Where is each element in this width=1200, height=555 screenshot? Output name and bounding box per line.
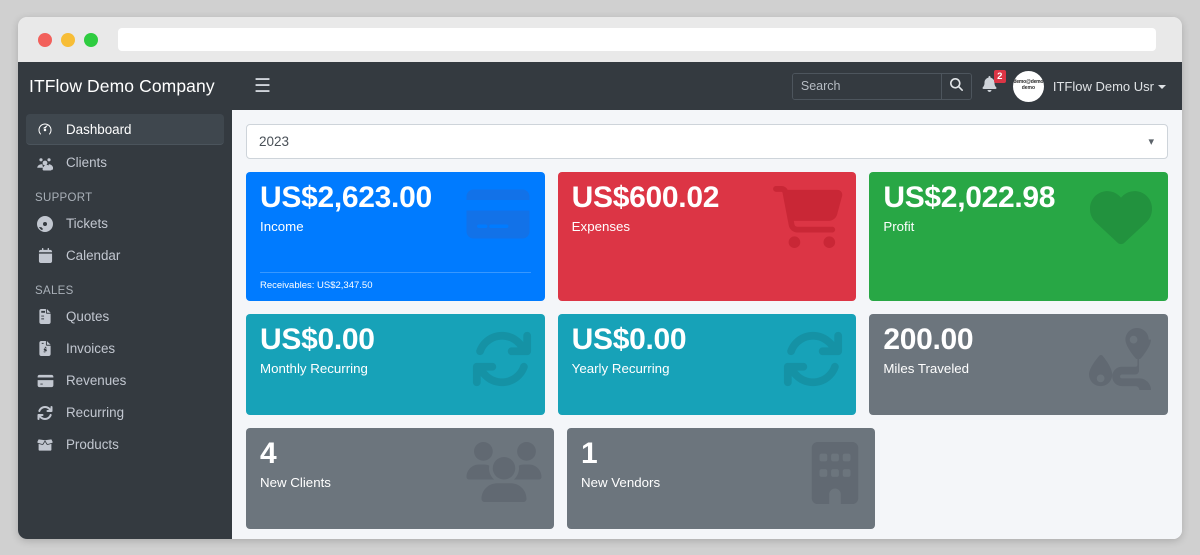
card-label: New Clients bbox=[260, 474, 331, 490]
avatar[interactable]: demo@demo demo bbox=[1012, 70, 1044, 102]
brand-title[interactable]: ITFlow Demo Company bbox=[29, 75, 215, 96]
users-icon bbox=[34, 155, 56, 171]
avatar-line-1: demo@demo bbox=[1013, 79, 1044, 86]
cards-row-2: US$0.00 Monthly Recurring US$0.00 Yearly… bbox=[246, 314, 1169, 415]
browser-window: ITFlow Demo Company Dashboard Clients SU… bbox=[18, 17, 1182, 539]
minimize-window-button[interactable] bbox=[61, 32, 75, 47]
search-button[interactable] bbox=[940, 73, 971, 99]
year-filter-value: 2023 bbox=[259, 134, 290, 149]
browser-titlebar bbox=[18, 17, 1182, 62]
credit-card-icon bbox=[463, 186, 533, 247]
content-wrapper: ☰ 2 bbox=[232, 62, 1182, 539]
sidebar-item-label: Dashboard bbox=[66, 121, 132, 137]
card-label: Profit bbox=[883, 218, 915, 234]
window-controls bbox=[38, 32, 98, 47]
chevron-down-icon bbox=[1158, 85, 1166, 90]
avatar-line-2: demo bbox=[1021, 85, 1036, 91]
sidebar-section-support: SUPPORT bbox=[35, 192, 93, 204]
card-label: Monthly Recurring bbox=[260, 360, 368, 376]
card-value: 1 bbox=[581, 437, 598, 470]
card-value: US$600.02 bbox=[571, 181, 720, 214]
credit-card-icon bbox=[34, 374, 56, 388]
cards-row-3-spacer bbox=[888, 428, 1168, 529]
close-window-button[interactable] bbox=[38, 32, 52, 47]
file-invoice-icon bbox=[34, 309, 56, 324]
search-input[interactable] bbox=[792, 73, 941, 99]
sidebar-item-label: Clients bbox=[66, 155, 107, 170]
sidebar-item-label: Products bbox=[66, 437, 119, 452]
route-icon bbox=[1084, 328, 1156, 395]
card-monthly-recurring[interactable]: US$0.00 Monthly Recurring bbox=[246, 314, 545, 415]
sidebar-item-clients[interactable]: Clients bbox=[26, 148, 224, 177]
sync-icon bbox=[782, 328, 844, 395]
sidebar-item-dashboard[interactable]: Dashboard bbox=[26, 114, 224, 145]
sidebar-item-calendar[interactable]: Calendar bbox=[26, 241, 224, 270]
sidebar-item-revenues[interactable]: Revenues bbox=[26, 366, 224, 395]
user-menu-label: ITFlow Demo Usr bbox=[1052, 78, 1154, 94]
box-icon bbox=[34, 438, 56, 452]
life-ring-icon bbox=[34, 215, 56, 232]
sidebar-item-label: Recurring bbox=[66, 405, 125, 420]
card-value: 200.00 bbox=[883, 323, 974, 356]
users-icon bbox=[466, 442, 542, 507]
chevron-down-icon: ▾ bbox=[1148, 136, 1154, 148]
heart-icon bbox=[1086, 186, 1156, 253]
card-miles-traveled[interactable]: 200.00 Miles Traveled bbox=[869, 314, 1169, 415]
hamburger-icon[interactable]: ☰ bbox=[254, 75, 272, 97]
card-income[interactable]: US$2,623.00 Income Receivables: US$2,347… bbox=[246, 172, 545, 301]
sidebar: ITFlow Demo Company Dashboard Clients SU… bbox=[18, 62, 232, 539]
sidebar-item-label: Tickets bbox=[66, 216, 108, 231]
cards-row-3: 4 New Clients 1 New Vendors bbox=[246, 428, 1168, 529]
card-label: Yearly Recurring bbox=[571, 360, 670, 376]
year-filter-select[interactable]: 2023 ▾ bbox=[246, 124, 1168, 159]
card-value: US$2,623.00 bbox=[260, 181, 432, 214]
notification-badge: 2 bbox=[993, 69, 1006, 83]
sidebar-item-quotes[interactable]: Quotes bbox=[26, 302, 224, 331]
cards-row-1: US$2,623.00 Income Receivables: US$2,347… bbox=[246, 172, 1169, 301]
sidebar-section-sales: SALES bbox=[35, 285, 74, 297]
shopping-cart-icon bbox=[772, 186, 844, 253]
card-new-clients[interactable]: 4 New Clients bbox=[246, 428, 554, 529]
card-footer: Receivables: US$2,347.50 bbox=[260, 272, 531, 291]
url-bar[interactable] bbox=[118, 28, 1156, 51]
dashboard-icon bbox=[34, 121, 56, 137]
card-value: US$2,022.98 bbox=[883, 181, 1056, 214]
maximize-window-button[interactable] bbox=[84, 32, 98, 47]
building-icon bbox=[807, 442, 863, 509]
main-content: 2023 ▾ US$2,623.00 Income Receivables: U… bbox=[232, 110, 1182, 539]
sync-icon bbox=[34, 405, 56, 421]
card-value: US$0.00 bbox=[260, 323, 375, 356]
search-group bbox=[791, 72, 972, 100]
sidebar-item-label: Revenues bbox=[66, 373, 127, 388]
application-root: ITFlow Demo Company Dashboard Clients SU… bbox=[18, 62, 1182, 539]
card-profit[interactable]: US$2,022.98 Profit bbox=[869, 172, 1169, 301]
card-yearly-recurring[interactable]: US$0.00 Yearly Recurring bbox=[557, 314, 857, 415]
sidebar-nav: Dashboard Clients SUPPORT Tickets bbox=[18, 110, 232, 459]
sync-icon bbox=[471, 328, 533, 395]
search-icon bbox=[949, 78, 963, 94]
card-value: 4 bbox=[260, 437, 277, 470]
sidebar-item-tickets[interactable]: Tickets bbox=[26, 209, 224, 238]
sidebar-item-label: Calendar bbox=[66, 248, 121, 263]
topnav-right: 2 demo@demo demo ITFlow Demo Usr bbox=[972, 69, 1168, 102]
file-invoice-dollar-icon bbox=[34, 341, 56, 356]
sidebar-item-products[interactable]: Products bbox=[26, 430, 224, 459]
sidebar-item-invoices[interactable]: Invoices bbox=[26, 334, 224, 363]
sidebar-item-label: Quotes bbox=[66, 309, 110, 324]
calendar-icon bbox=[34, 248, 56, 263]
card-expenses[interactable]: US$600.02 Expenses bbox=[557, 172, 857, 301]
card-label: Income bbox=[260, 218, 304, 234]
card-new-vendors[interactable]: 1 New Vendors bbox=[567, 428, 875, 529]
sidebar-item-recurring[interactable]: Recurring bbox=[26, 398, 224, 427]
card-label: Expenses bbox=[571, 218, 631, 234]
bell-icon bbox=[982, 75, 997, 97]
top-navbar: ☰ 2 bbox=[232, 62, 1182, 110]
card-label: New Vendors bbox=[581, 474, 661, 490]
card-label: Miles Traveled bbox=[883, 360, 970, 376]
notifications-button[interactable]: 2 bbox=[972, 69, 1007, 97]
sidebar-item-label: Invoices bbox=[66, 341, 116, 356]
user-menu-button[interactable]: ITFlow Demo Usr bbox=[1053, 79, 1168, 94]
card-value: US$0.00 bbox=[571, 323, 687, 356]
